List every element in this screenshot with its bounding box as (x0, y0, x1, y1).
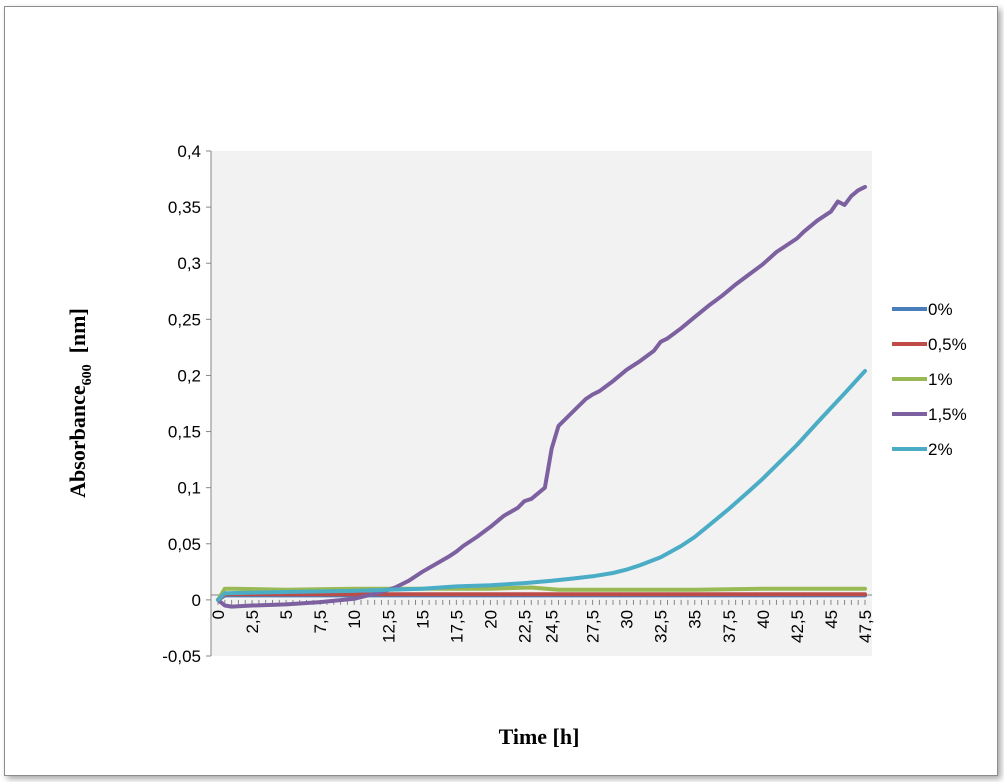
chart-frame: -0,05 0 0,05 0,1 0,15 0,2 0,25 0,3 0,35 0,4 0 2,5 5… (4, 6, 998, 776)
series-lines (216, 184, 867, 609)
x-tick-label: 12,5 (379, 610, 398, 643)
y-tick-label: 0,3 (177, 254, 201, 273)
y-axis-title: Absorbance600 [nm] (65, 308, 95, 498)
series-line (216, 369, 867, 602)
line-chart: -0,05 0 0,05 0,1 0,15 0,2 0,25 0,3 0,35 0,4 0 2,5 5… (65, 142, 967, 749)
y-axis-title-main: Absorbance (65, 385, 90, 498)
plot-area (211, 151, 872, 656)
x-tick-label: 2,5 (243, 610, 262, 634)
x-tick-label: 0 (209, 610, 228, 619)
x-tick-label: 24,5 (543, 610, 562, 643)
x-tick-label: 47,5 (856, 610, 875, 643)
x-tick-label: 40 (754, 610, 773, 629)
y-tick-label: 0,4 (177, 142, 201, 161)
y-tick-label: -0,05 (162, 647, 201, 666)
x-tick-label: 30 (618, 610, 637, 629)
x-tick-label: 10 (345, 610, 364, 629)
x-tick-label: 35 (686, 610, 705, 629)
y-tick-label: 0,2 (177, 366, 201, 385)
x-tick-label: 7,5 (311, 610, 330, 634)
x-axis-title: Time [h] (499, 724, 580, 749)
x-tick-label: 15 (413, 610, 432, 629)
series-line (216, 585, 867, 602)
x-tick-label: 32,5 (652, 610, 671, 643)
legend-label: 0,5% (928, 335, 967, 354)
y-axis-ticks: -0,05 0 0,05 0,1 0,15 0,2 0,25 0,3 0,35 0,4 (162, 142, 211, 666)
y-tick-label: 0,1 (177, 479, 201, 498)
legend-label: 1,5% (928, 405, 967, 424)
x-tick-label: 45 (822, 610, 841, 629)
y-tick-label: 0,25 (168, 310, 201, 329)
y-axis-title-subscript: 600 (80, 364, 95, 385)
x-tick-label: 17,5 (447, 610, 466, 643)
x-tick-label: 37,5 (720, 610, 739, 643)
x-axis-ticks: 0 2,5 5 7,5 10 12,5 15 17,5 20 22,5 24,5 27,5 30 32,5… (209, 599, 875, 643)
y-tick-label: 0,05 (168, 535, 201, 554)
legend: 0% 0,5% 1% 1,5% 2% (892, 300, 967, 459)
x-tick-label: 20 (481, 610, 500, 629)
x-tick-label: 27,5 (584, 610, 603, 643)
legend-label: 1% (928, 370, 953, 389)
y-axis-title-unit: [nm] (65, 308, 90, 364)
legend-label: 0% (928, 300, 953, 319)
legend-label: 2% (928, 440, 953, 459)
x-tick-label: 5 (277, 610, 296, 619)
x-tick-label: 22,5 (515, 610, 534, 643)
x-tick-label: 42,5 (788, 610, 807, 643)
y-tick-label: 0,35 (168, 198, 201, 217)
y-tick-label: 0,15 (168, 423, 201, 442)
y-tick-label: 0 (192, 591, 201, 610)
